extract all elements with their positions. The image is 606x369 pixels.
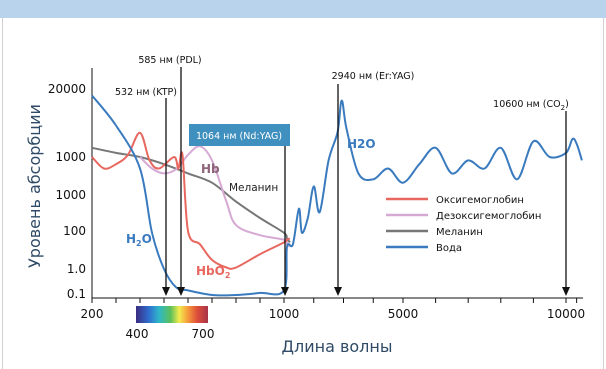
curve-label-melanin: Меланин <box>229 182 278 194</box>
y-tick-label: 20000 <box>48 82 86 96</box>
curve-label-water-left: H2O <box>126 232 152 248</box>
x-tick-label: 5000 <box>388 307 419 321</box>
spectrum-bar-start-label: 400 <box>126 327 149 341</box>
laser-label-532: 532 нм (KTP) <box>115 87 177 98</box>
left-border <box>2 18 3 369</box>
legend-label-deoxyhemoglobin: Дезоксигемоглобин <box>436 211 541 222</box>
series-line-melanin <box>91 146 291 243</box>
spectrum-bar-end-label: 700 <box>192 327 215 341</box>
x-tick-label: 1000 <box>269 307 300 321</box>
laser-marker-10600: 10600 нм (CO2) <box>493 99 570 296</box>
laser-label-1064: 1064 нм (Nd:YAG) <box>196 131 282 142</box>
x-axis-title: Длина волны <box>281 337 392 356</box>
x-minor-ticks <box>91 298 578 303</box>
laser-label-10600: 10600 нм (CO2) <box>493 99 569 112</box>
laser-label-585: 585 нм (PDL) <box>138 55 201 66</box>
x-tick-label: 10000 <box>547 307 585 321</box>
x-tick-label: 200 <box>81 307 104 321</box>
y-tick-label: 100 <box>63 224 86 238</box>
visible-spectrum-bar <box>136 306 208 323</box>
laser-marker-2940: 2940 нм (Er:YAG) <box>332 71 415 296</box>
legend-label-melanin: Меланин <box>436 227 483 238</box>
y-tick-label: 1000 <box>55 150 86 164</box>
legend-label-oxyhemoglobin: Оксигемоглобин <box>436 195 524 206</box>
curve-label-water-right: H2O <box>347 137 376 151</box>
laser-label-1064-box <box>189 124 290 146</box>
curve-label-hbo2: HbO2 <box>196 264 230 280</box>
legend: Оксигемоглобин Дезоксигемоглобин Меланин… <box>386 195 541 254</box>
curve-label-hb: Hb <box>201 162 220 176</box>
header-bar <box>0 0 606 18</box>
y-tick-label: 1000 <box>55 188 86 202</box>
y-tick-label: 1.0 <box>67 262 86 276</box>
right-border <box>603 18 604 369</box>
series-line-deoxyhemoglobin <box>139 145 291 248</box>
series-line-oxyhemoglobin <box>91 131 291 270</box>
legend-label-water: Вода <box>436 243 462 254</box>
laser-marker-532: 532 нм (KTP) <box>115 87 177 296</box>
laser-label-2940: 2940 нм (Er:YAG) <box>332 71 415 82</box>
laser-marker-1064: 1064 нм (Nd:YAG) <box>189 124 290 296</box>
y-axis-title: Уровень абсорбции <box>25 104 44 268</box>
y-tick-label: 0.1 <box>67 287 86 301</box>
laser-marker-585: 585 нм (PDL) <box>138 55 202 296</box>
